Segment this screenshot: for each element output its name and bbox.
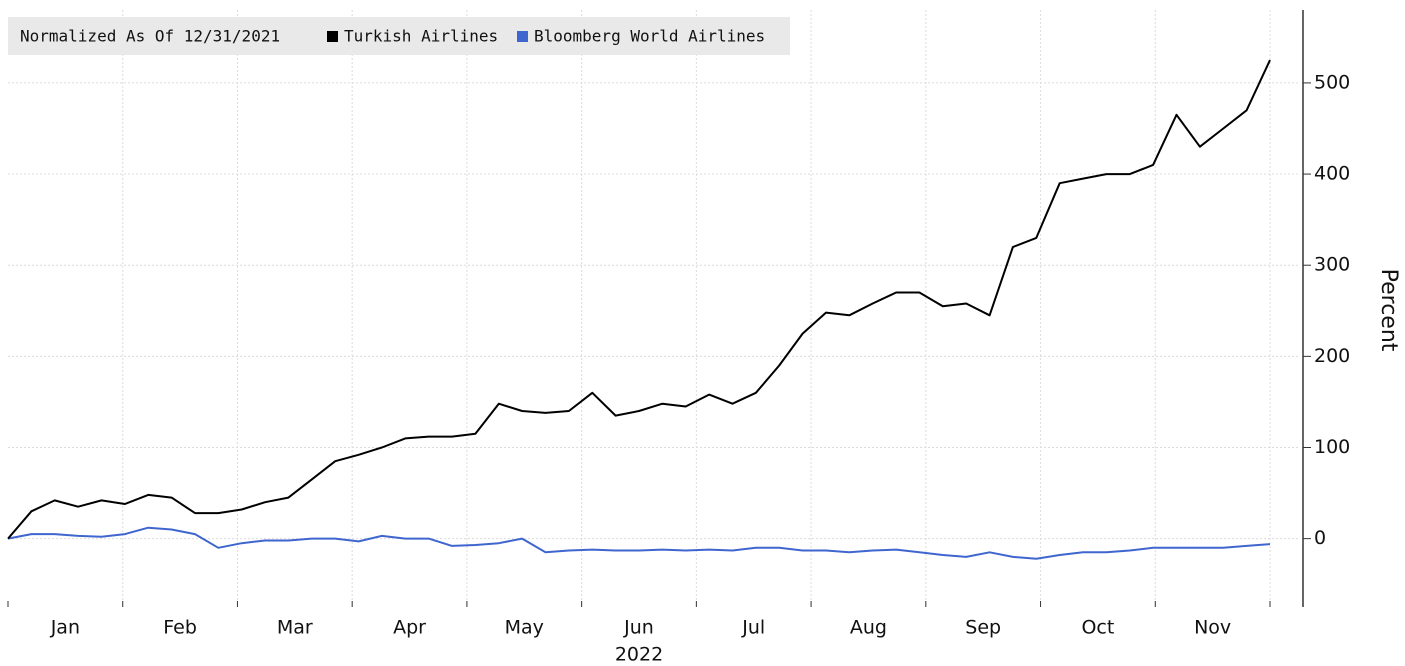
x-tick-label: Aug bbox=[850, 617, 887, 639]
y-axis-title: Percent bbox=[1376, 269, 1401, 352]
y-tick-label: 500 bbox=[1314, 71, 1350, 93]
legend-label: Turkish Airlines bbox=[344, 27, 498, 46]
x-tick-label: Mar bbox=[277, 617, 313, 639]
y-tick-label: 200 bbox=[1314, 345, 1350, 367]
axes: Percent Jan Feb Mar Apr May Jun Jul Aug Sep Oct No… bbox=[7, 10, 1401, 666]
x-tick-label: May bbox=[505, 617, 544, 639]
x-tick-label: Oct bbox=[1081, 617, 1114, 639]
legend-label: Bloomberg World Airlines bbox=[534, 27, 765, 46]
x-tick-label: Apr bbox=[393, 617, 426, 639]
legend: Normalized As Of 12/31/2021 Turkish Airl… bbox=[8, 17, 790, 55]
series-line bbox=[7, 526, 1271, 560]
x-tick-label: Jun bbox=[623, 617, 654, 639]
x-tick-label: Jan bbox=[50, 617, 80, 639]
x-tick-label: Jul bbox=[741, 617, 765, 639]
x-tick-label: Nov bbox=[1194, 617, 1231, 639]
y-tick-label: 100 bbox=[1314, 436, 1350, 458]
legend-swatch bbox=[517, 31, 528, 42]
series-line bbox=[7, 59, 1271, 540]
legend-swatch bbox=[327, 31, 338, 42]
y-tick-label: 400 bbox=[1314, 163, 1350, 185]
x-year-label: 2022 bbox=[615, 644, 663, 666]
x-tick-label: Feb bbox=[163, 617, 197, 639]
y-tick-label: 300 bbox=[1314, 254, 1350, 276]
grid bbox=[8, 10, 1300, 607]
y-tick-label: 0 bbox=[1314, 527, 1326, 549]
legend-box bbox=[8, 17, 790, 55]
legend-title: Normalized As Of 12/31/2021 bbox=[20, 27, 280, 46]
lines bbox=[7, 59, 1271, 560]
x-tick-label: Sep bbox=[965, 617, 1001, 639]
